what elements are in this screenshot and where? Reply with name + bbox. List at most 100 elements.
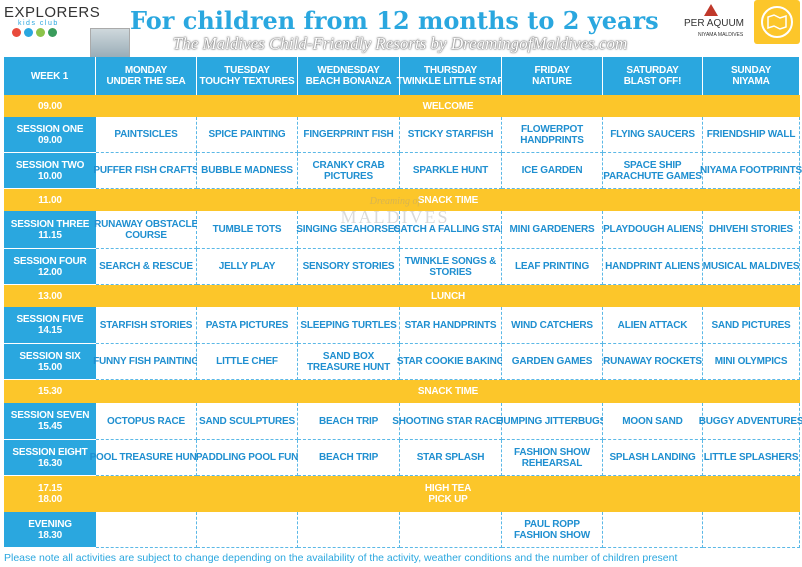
text-line: BEACH BONANZA xyxy=(305,76,392,87)
text-line: DHIVEHI STORIES xyxy=(708,224,794,235)
text-line: RUNAWAY ROCKETS xyxy=(603,356,702,367)
activity-cell: ICE GARDEN xyxy=(502,153,603,189)
text-line: LUNCH xyxy=(431,290,465,302)
break-time: 09.00 xyxy=(4,95,96,117)
text-line: WEDNESDAY xyxy=(317,65,380,76)
text-line: MUSICAL MALDIVES xyxy=(702,261,800,272)
session-label: SESSION EIGHT 16.30 xyxy=(4,440,96,476)
break-time: 15.30 xyxy=(4,380,96,403)
activity-cell xyxy=(703,512,800,548)
session-label: EVENING 18.30 xyxy=(4,512,96,548)
text-line: 14.15 xyxy=(37,325,63,336)
text-line: PLAYDOUGH ALIENS xyxy=(603,224,702,235)
text-line: 18.30 xyxy=(37,529,63,541)
activity-cell: FLYING SAUCERS xyxy=(603,117,703,153)
activity-cell: SPARKLE HUNT xyxy=(400,153,502,189)
text-line: RUNAWAY OBSTACLE xyxy=(94,218,198,230)
text-line: SESSION EIGHT xyxy=(12,446,88,458)
text-line: TUESDAY xyxy=(224,65,270,76)
text-line: SESSION SIX xyxy=(19,350,81,362)
text-line: PICK UP xyxy=(428,494,468,505)
activity-cell: GARDEN GAMES xyxy=(502,344,603,380)
activity-cell: ALIEN ATTACK xyxy=(603,307,703,344)
watermark-line: Dreaming of xyxy=(369,196,421,207)
activity-cell: STAR SPLASH xyxy=(400,440,502,476)
activity-cell: STAR HANDPRINTS xyxy=(400,307,502,344)
text-line: BUGGY ADVENTURES xyxy=(698,415,802,427)
text-line: FUNNY FISH PAINTING xyxy=(93,356,199,367)
break-activity: SNACK TIME xyxy=(96,189,800,211)
activity-cell: POOL TREASURE HUNT xyxy=(90,440,203,476)
text-line: NATURE xyxy=(532,76,572,87)
activity-cell: PAINTSICLES xyxy=(96,117,197,153)
activity-cell: TWINKLE SONGS & STORIES xyxy=(400,249,502,285)
activity-cell: LEAF PRINTING xyxy=(502,249,603,285)
map-icon[interactable] xyxy=(754,0,800,44)
activity-cell: PADDLING POOL FUN xyxy=(196,440,298,476)
session-label: SESSION TWO 10.00 xyxy=(4,153,96,189)
activity-cell: FUNNY FISH PAINTING xyxy=(93,344,199,380)
text-line: 09.00 xyxy=(37,100,63,112)
text-line: LITTLE CHEF xyxy=(216,356,278,367)
activity-cell: STARFISH STORIES xyxy=(96,307,197,344)
text-line: STAR SPLASH xyxy=(416,452,485,463)
text-line: SPARKLE HUNT xyxy=(412,165,489,176)
text-line: SPLASH LANDING xyxy=(609,452,696,463)
text-line: MINI OLYMPICS xyxy=(714,356,788,367)
text-line: CATCH A FALLING STAR xyxy=(393,224,508,235)
text-line: FRIDAY xyxy=(534,65,570,76)
text-line: PAUL ROPP xyxy=(524,518,580,530)
text-line: SHOOTING STAR RACES xyxy=(392,415,509,427)
map-icon-graphic xyxy=(761,6,793,38)
text-line: MINI GARDENERS xyxy=(509,224,595,235)
activity-cell: SPACE SHIP PARACHUTE GAMES xyxy=(603,153,703,189)
activity-cell: BEACH TRIP xyxy=(298,403,400,440)
text-line: FLYING SAUCERS xyxy=(610,129,695,140)
brand: PER AQUUM xyxy=(684,18,745,29)
text-line: STARFISH STORIES xyxy=(99,319,193,331)
text-line: OCTOPUS RACE xyxy=(107,415,185,427)
text-line: SEARCH & RESCUE xyxy=(99,261,193,272)
text-line: 15.45 xyxy=(37,421,63,432)
activity-cell: NIYAMA FOOTPRINTS xyxy=(700,153,802,189)
activity-cell: WIND CATCHERS xyxy=(502,307,603,344)
activity-cell: STICKY STARFISH xyxy=(400,117,502,153)
text-line: NIYAMA FOOTPRINTS xyxy=(700,165,802,176)
corner-cell: WEEK 1 xyxy=(4,57,96,95)
text-line: MONDAY xyxy=(124,65,168,76)
day-header: TUESDAY TOUCHY TEXTURES xyxy=(197,57,298,95)
activity-cell: BUBBLE MADNESS xyxy=(197,153,298,189)
text-line: SLEEPING TURTLES xyxy=(300,319,397,331)
text-line: WELCOME xyxy=(422,100,474,112)
text-line: LEAF PRINTING xyxy=(514,261,590,272)
text-line: FLOWERPOT xyxy=(520,123,584,135)
text-line: 15.00 xyxy=(37,361,63,373)
text-line: THURSDAY xyxy=(423,65,478,76)
text-line: 11.15 xyxy=(38,229,62,241)
text-line: STAR HANDPRINTS xyxy=(404,319,497,331)
activity-cell: STAR COOKIE BAKING xyxy=(397,344,504,380)
logo-dots xyxy=(10,28,80,40)
text-line: SESSION FIVE xyxy=(16,314,84,325)
activity-cell: RUNAWAY OBSTACLE COURSE xyxy=(94,211,198,249)
activity-cell: SLEEPING TURTLES xyxy=(298,307,400,344)
session-label: SESSION THREE 11.15 xyxy=(4,211,96,249)
text-line: MOON SAND xyxy=(622,415,683,427)
text-line: 16.30 xyxy=(37,457,63,469)
text-line: SAND BOX xyxy=(322,350,375,362)
text-line: TREASURE HUNT xyxy=(307,361,390,373)
activity-cell: CATCH A FALLING STAR xyxy=(393,211,508,249)
activity-cell: SINGING SEAHORSES xyxy=(296,211,401,249)
activity-cell: MINI GARDENERS xyxy=(502,211,603,249)
text-line: PAINTSICLES xyxy=(114,129,178,140)
text-line: STICKY STARFISH xyxy=(407,129,494,140)
activity-cell: LITTLE SPLASHERS xyxy=(703,440,800,476)
break-time: 13.00 xyxy=(4,285,96,307)
text-line: PICTURES xyxy=(324,170,373,182)
activity-cell xyxy=(96,512,197,548)
activity-cell: MOON SAND xyxy=(603,403,703,440)
text-line: STORIES xyxy=(429,266,472,278)
session-label: SESSION SIX 15.00 xyxy=(4,344,96,380)
text-line: ICE GARDEN xyxy=(521,165,583,176)
